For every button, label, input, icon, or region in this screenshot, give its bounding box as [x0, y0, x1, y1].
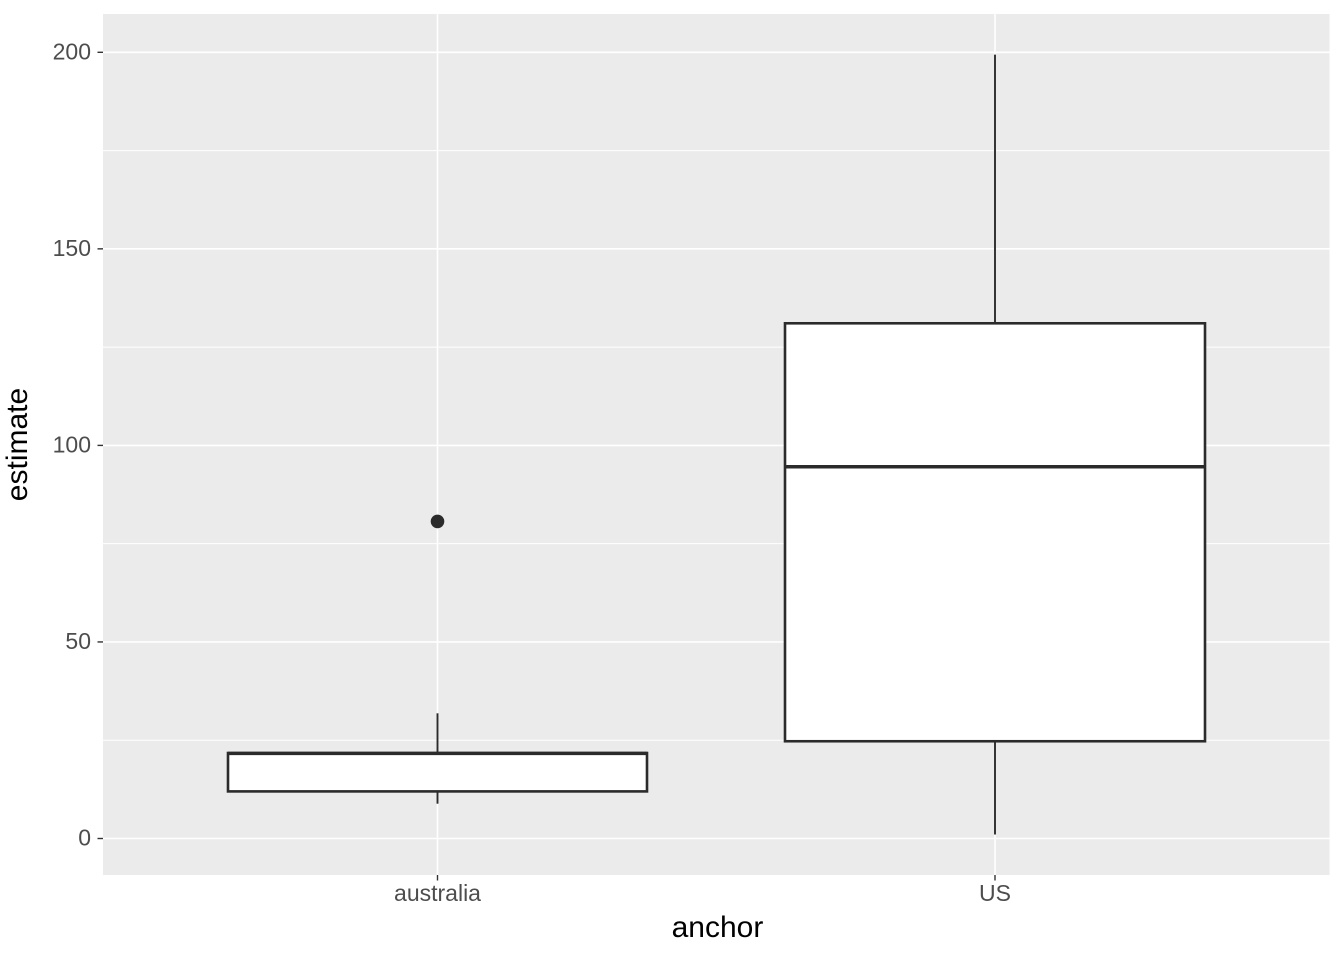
- svg-text:100: 100: [53, 432, 91, 458]
- svg-text:estimate: estimate: [1, 388, 34, 501]
- svg-text:150: 150: [53, 235, 91, 261]
- svg-text:200: 200: [53, 39, 91, 65]
- svg-text:0: 0: [78, 825, 91, 851]
- svg-text:50: 50: [65, 628, 91, 654]
- svg-text:anchor: anchor: [672, 911, 764, 944]
- svg-text:US: US: [979, 880, 1011, 906]
- svg-text:australia: australia: [394, 880, 481, 906]
